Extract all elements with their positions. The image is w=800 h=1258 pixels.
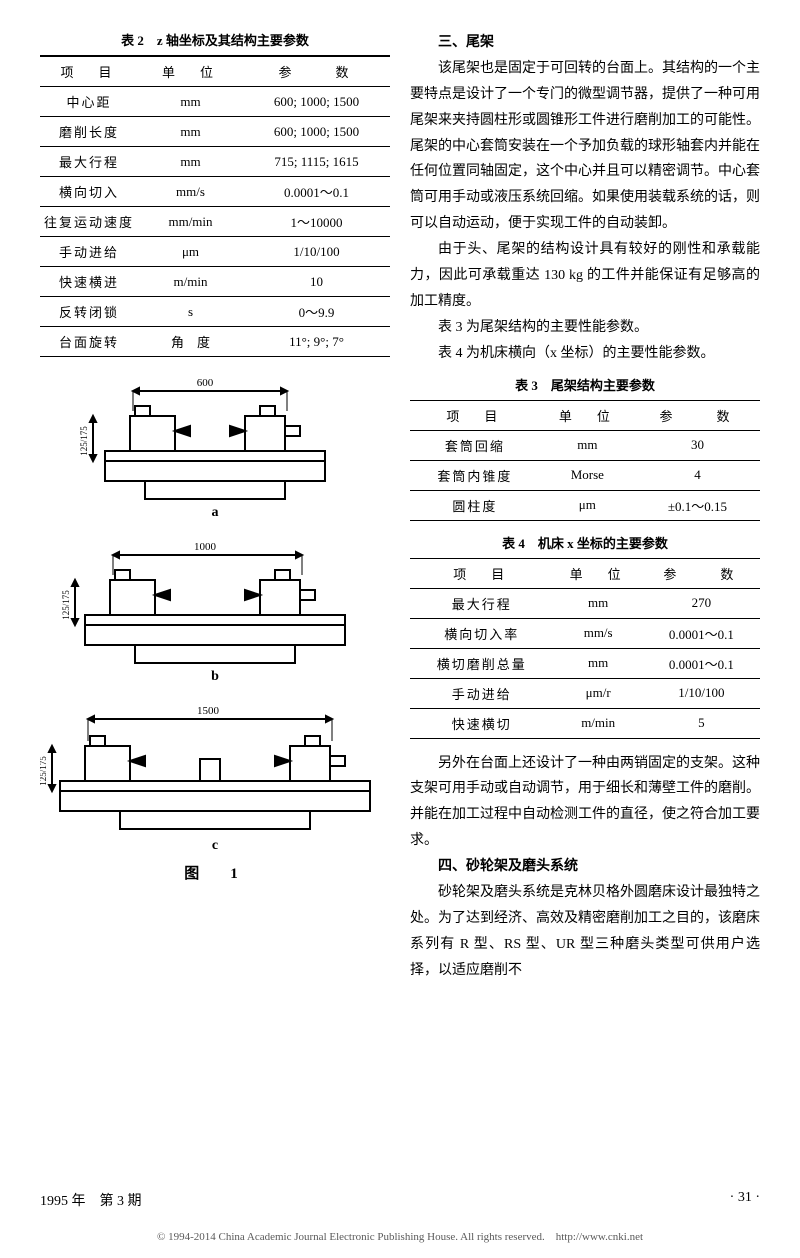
- t2r6c2: 10: [243, 267, 390, 297]
- t3r0c1: mm: [540, 430, 635, 460]
- svg-text:125/175: 125/175: [40, 756, 48, 786]
- table2-caption: 表 2 z 轴坐标及其结构主要参数: [40, 30, 390, 49]
- t2r3c0: 横向切入: [40, 177, 138, 207]
- t2r8c2: 11°; 9°; 7°: [243, 327, 390, 357]
- t3r2c0: 圆柱度: [410, 490, 540, 520]
- t4r3c0: 手动进给: [410, 678, 554, 708]
- figure-a: 600 125/175 a: [40, 371, 390, 521]
- section3-head: 三、尾架: [410, 30, 760, 56]
- t4r1c0: 横向切入率: [410, 618, 554, 648]
- t2r0c1: mm: [138, 87, 243, 117]
- t2r7c1: s: [138, 297, 243, 327]
- svg-text:1000: 1000: [194, 541, 217, 553]
- para2: 由于头、尾架的结构设计具有较好的刚性和承载能力，因此可承载重达 130 kg 的…: [410, 237, 760, 315]
- footer-right: · 31 ·: [730, 1190, 760, 1210]
- t4r0c0: 最大行程: [410, 588, 554, 618]
- svg-text:1500: 1500: [197, 705, 220, 717]
- t3r1c2: 4: [635, 460, 760, 490]
- para4: 表 4 为机床横向（x 坐标）的主要性能参数。: [410, 341, 760, 367]
- t3r2c1: μm: [540, 490, 635, 520]
- table2-h1: 单 位: [138, 56, 243, 87]
- figure-a-label: a: [40, 505, 390, 521]
- t2r3c2: 0.0001～0.1: [243, 177, 390, 207]
- t3r2c2: ±0.1～0.15: [635, 490, 760, 520]
- footer-left: 1995 年 第 3 期: [40, 1190, 142, 1210]
- t3r1c0: 套筒内锥度: [410, 460, 540, 490]
- t2r1c2: 600; 1000; 1500: [243, 117, 390, 147]
- table4: 项 目 单 位 参 数 最大行程mm270 横向切入率mm/s0.0001～0.…: [410, 558, 760, 739]
- svg-text:600: 600: [197, 377, 214, 389]
- t3h0: 项 目: [410, 400, 540, 430]
- t2r1c0: 磨削长度: [40, 117, 138, 147]
- t2r4c2: 1～10000: [243, 207, 390, 237]
- figure-b-label: b: [40, 669, 390, 685]
- t4h1: 单 位: [554, 558, 643, 588]
- t2r3c1: mm/s: [138, 177, 243, 207]
- figure-b: 1000 125/175 b: [40, 535, 390, 685]
- t3h1: 单 位: [540, 400, 635, 430]
- table4-caption: 表 4 机床 x 坐标的主要参数: [410, 533, 760, 552]
- t2r5c0: 手动进给: [40, 237, 138, 267]
- t2r5c2: 1/10/100: [243, 237, 390, 267]
- table2: 项 目 单 位 参 数 中心距mm600; 1000; 1500 磨削长度mm6…: [40, 55, 390, 357]
- t2r8c0: 台面旋转: [40, 327, 138, 357]
- t3h2: 参 数: [635, 400, 760, 430]
- t2r2c0: 最大行程: [40, 147, 138, 177]
- figure-c-label: c: [40, 838, 390, 854]
- t4h0: 项 目: [410, 558, 554, 588]
- t2r8c1: 角 度: [138, 327, 243, 357]
- t2r2c1: mm: [138, 147, 243, 177]
- para1: 该尾架也是固定于可回转的台面上。其结构的一个主要特点是设计了一个专门的微型调节器…: [410, 56, 760, 237]
- t2r7c2: 0～9.9: [243, 297, 390, 327]
- t4r3c2: 1/10/100: [643, 678, 760, 708]
- t3r1c1: Morse: [540, 460, 635, 490]
- t4r3c1: μm/r: [554, 678, 643, 708]
- table3-caption: 表 3 尾架结构主要参数: [410, 375, 760, 394]
- t2r0c2: 600; 1000; 1500: [243, 87, 390, 117]
- t4r4c2: 5: [643, 708, 760, 738]
- t2r5c1: μm: [138, 237, 243, 267]
- table2-h0: 项 目: [40, 56, 138, 87]
- t4r4c0: 快速横切: [410, 708, 554, 738]
- t2r7c0: 反转闭锁: [40, 297, 138, 327]
- table3: 项 目 单 位 参 数 套筒回缩mm30 套筒内锥度Morse4 圆柱度μm±0…: [410, 400, 760, 521]
- t4h2: 参 数: [643, 558, 760, 588]
- t4r2c2: 0.0001～0.1: [643, 648, 760, 678]
- t2r0c0: 中心距: [40, 87, 138, 117]
- figure-main-label: 图 1: [40, 862, 390, 883]
- section4-head: 四、砂轮架及磨头系统: [410, 854, 760, 880]
- t4r2c0: 横切磨削总量: [410, 648, 554, 678]
- t2r4c0: 往复运动速度: [40, 207, 138, 237]
- t2r6c0: 快速横进: [40, 267, 138, 297]
- figure-c: 1500 125/175 c: [40, 699, 390, 854]
- svg-text:125/175: 125/175: [79, 426, 89, 456]
- svg-text:125/175: 125/175: [61, 590, 71, 620]
- t3r0c2: 30: [635, 430, 760, 460]
- para3: 表 3 为尾架结构的主要性能参数。: [410, 315, 760, 341]
- t4r4c1: m/min: [554, 708, 643, 738]
- para5: 另外在台面上还设计了一种由两销固定的支架。这种支架可用手动或自动调节，用于细长和…: [410, 751, 760, 855]
- copyright: © 1994-2014 China Academic Journal Elect…: [0, 1228, 800, 1244]
- t2r1c1: mm: [138, 117, 243, 147]
- t4r0c2: 270: [643, 588, 760, 618]
- table2-h2: 参 数: [243, 56, 390, 87]
- t4r2c1: mm: [554, 648, 643, 678]
- t3r0c0: 套筒回缩: [410, 430, 540, 460]
- t2r6c1: m/min: [138, 267, 243, 297]
- t4r1c1: mm/s: [554, 618, 643, 648]
- t4r0c1: mm: [554, 588, 643, 618]
- t2r2c2: 715; 1115; 1615: [243, 147, 390, 177]
- t2r4c1: mm/min: [138, 207, 243, 237]
- para6: 砂轮架及磨头系统是克林贝格外圆磨床设计最独特之处。为了达到经济、高效及精密磨削加…: [410, 880, 760, 984]
- t4r1c2: 0.0001～0.1: [643, 618, 760, 648]
